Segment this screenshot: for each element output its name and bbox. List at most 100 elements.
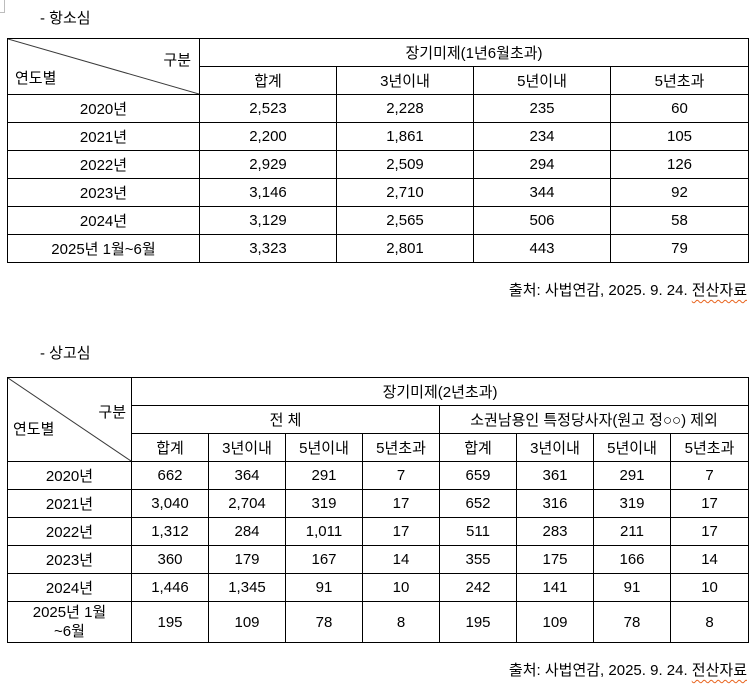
supreme-source-note: 출처: 사법연감, 2025. 9. 24. 전산자료 — [509, 659, 747, 680]
year-cell: 2024년 — [7, 573, 132, 602]
value-cell: 14 — [362, 545, 440, 574]
year-cell: 2020년 — [7, 461, 132, 490]
value-cell: 235 — [473, 94, 611, 123]
value-cell: 284 — [208, 517, 286, 546]
column-header-cell: 3년이내 — [208, 433, 286, 462]
column-header-cell: 합계 — [439, 433, 517, 462]
column-header-cell: 5년이내 — [593, 433, 671, 462]
value-cell: 316 — [516, 489, 594, 518]
value-cell: 2,704 — [208, 489, 286, 518]
value-cell: 1,861 — [336, 122, 474, 151]
value-cell: 234 — [473, 122, 611, 151]
value-cell: 17 — [669, 517, 750, 546]
value-cell: 344 — [473, 178, 611, 207]
value-cell: 58 — [609, 206, 750, 235]
source-text: 출처: 사법연감, 2025. 9. 24. — [508, 662, 692, 679]
subgroup-header-cell: 전 체 — [131, 405, 440, 434]
table-row: 2021년 2,200 1,861 234 105 — [7, 122, 750, 151]
value-cell: 319 — [285, 489, 363, 518]
year-cell: 2025년 1월~6월 — [7, 601, 132, 643]
table-row: 2023년 3,146 2,710 344 92 — [7, 178, 750, 207]
value-cell: 360 — [131, 545, 209, 574]
value-cell: 17 — [669, 489, 750, 518]
value-cell: 91 — [285, 573, 363, 602]
source-spellcheck-word: 전산자료 — [691, 662, 747, 679]
appeal-header-row-1: 구분 연도별 장기미제(1년6월초과) — [7, 38, 750, 95]
table-row: 2021년 3,040 2,704 319 17 652 316 319 17 — [7, 489, 750, 518]
value-cell: 2,523 — [199, 94, 337, 123]
value-cell: 179 — [208, 545, 286, 574]
value-cell: 2,801 — [336, 234, 474, 263]
value-cell: 3,146 — [199, 178, 337, 207]
value-cell: 291 — [285, 461, 363, 490]
value-cell: 294 — [473, 150, 611, 179]
corner-bottom-label: 연도별 — [13, 421, 55, 438]
appeal-source-note: 출처: 사법연감, 2025. 9. 24. 전산자료 — [509, 279, 747, 300]
value-cell: 319 — [593, 489, 671, 518]
value-cell: 511 — [439, 517, 517, 546]
value-cell: 141 — [516, 573, 594, 602]
value-cell: 3,129 — [199, 206, 337, 235]
table-row: 2025년 1월~6월 3,323 2,801 443 79 — [7, 234, 750, 263]
appeal-table: 구분 연도별 장기미제(1년6월초과) 합계 3년이내 5년이내 5년초과 20… — [7, 38, 750, 263]
value-cell: 8 — [669, 601, 750, 643]
value-cell: 364 — [208, 461, 286, 490]
value-cell: 2,710 — [336, 178, 474, 207]
column-header-cell: 5년이내 — [285, 433, 363, 462]
value-cell: 105 — [609, 122, 750, 151]
year-cell: 2024년 — [7, 206, 200, 235]
column-header-cell: 합계 — [131, 433, 209, 462]
source-text: 출처: 사법연감, 2025. 9. 24. — [508, 282, 692, 299]
year-cell: 2022년 — [7, 517, 132, 546]
value-cell: 8 — [362, 601, 440, 643]
supreme-header-row-1: 구분 연도별 장기미제(2년초과) — [7, 377, 750, 462]
value-cell: 242 — [439, 573, 517, 602]
value-cell: 2,200 — [199, 122, 337, 151]
corner-top-label: 구분 — [98, 404, 126, 421]
value-cell: 291 — [593, 461, 671, 490]
column-header-cell: 3년이내 — [516, 433, 594, 462]
corner-top-label: 구분 — [163, 52, 191, 69]
supreme-corner-cell: 구분 연도별 — [7, 377, 132, 462]
value-cell: 166 — [593, 545, 671, 574]
column-header-cell: 5년초과 — [669, 433, 750, 462]
page-edge-artifact — [0, 0, 5, 13]
value-cell: 506 — [473, 206, 611, 235]
year-cell: 2025년 1월~6월 — [7, 234, 200, 263]
value-cell: 17 — [362, 489, 440, 518]
value-cell: 7 — [362, 461, 440, 490]
value-cell: 355 — [439, 545, 517, 574]
value-cell: 2,929 — [199, 150, 337, 179]
value-cell: 109 — [208, 601, 286, 643]
diagonal-divider-line — [8, 378, 131, 461]
supreme-header-row-2: 전 체 소권남용인 특정당사자(원고 정○○) 제외 — [8, 405, 750, 434]
value-cell: 3,323 — [199, 234, 337, 263]
value-cell: 91 — [593, 573, 671, 602]
value-cell: 1,446 — [131, 573, 209, 602]
value-cell: 60 — [609, 94, 750, 123]
value-cell: 1,011 — [285, 517, 363, 546]
value-cell: 443 — [473, 234, 611, 263]
table-row: 2020년 662 364 291 7 659 361 291 7 — [7, 461, 750, 490]
value-cell: 78 — [593, 601, 671, 643]
supreme-section-title: - 상고심 — [40, 345, 91, 362]
value-cell: 78 — [285, 601, 363, 643]
value-cell: 14 — [669, 545, 750, 574]
table-row: 2023년 360 179 167 14 355 175 166 14 — [7, 545, 750, 574]
value-cell: 79 — [609, 234, 750, 263]
appeal-corner-cell: 구분 연도별 — [7, 38, 200, 95]
column-header-cell: 5년초과 — [609, 66, 750, 95]
value-cell: 1,312 — [131, 517, 209, 546]
table-row: 2020년 2,523 2,228 235 60 — [7, 94, 750, 123]
value-cell: 659 — [439, 461, 517, 490]
value-cell: 1,345 — [208, 573, 286, 602]
value-cell: 662 — [131, 461, 209, 490]
year-cell: 2023년 — [7, 545, 132, 574]
table-row: 2025년 1월~6월 195 109 78 8 195 109 78 8 — [7, 601, 750, 643]
year-cell: 2023년 — [7, 178, 200, 207]
appeal-group-header-cell: 장기미제(1년6월초과) — [198, 38, 750, 67]
column-header-cell: 3년이내 — [336, 66, 474, 95]
year-cell: 2021년 — [7, 489, 132, 518]
value-cell: 167 — [285, 545, 363, 574]
